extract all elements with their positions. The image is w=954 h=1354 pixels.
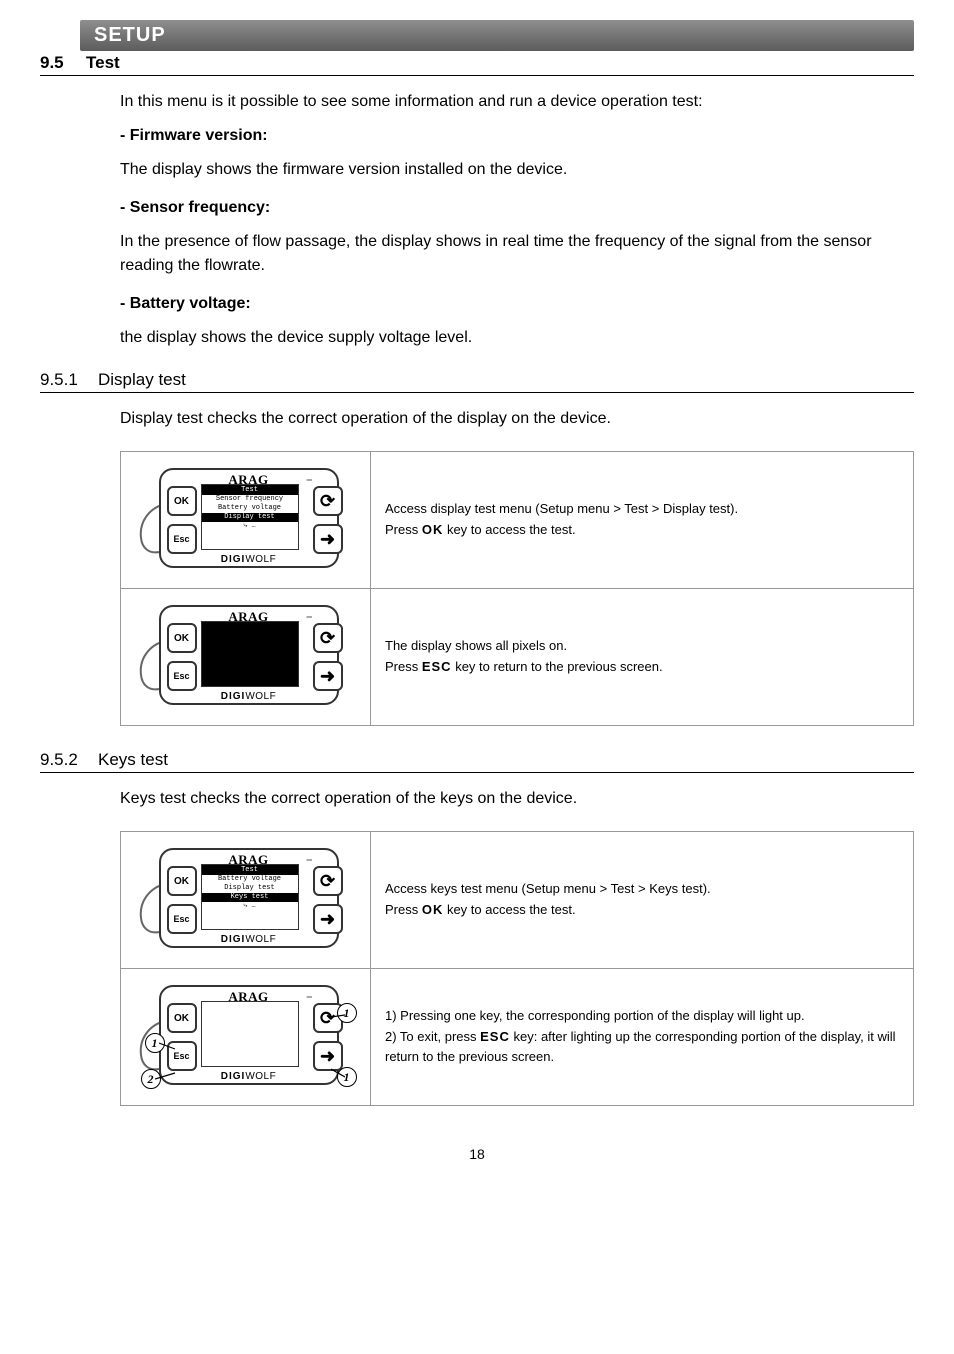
device-illustration: ⎯ ARAG ⎯ DIGIWOLF OK Esc ⟳ ➜ Test Sensor… <box>141 460 351 580</box>
firmware-text: The display shows the firmware version i… <box>120 158 914 182</box>
ok-key-label: OK <box>422 522 444 537</box>
callout-line-icon <box>159 1037 177 1051</box>
description-cell: The display shows all pixels on. Press E… <box>371 589 914 726</box>
screen-row: Sensor frequency <box>202 495 298 504</box>
ok-button: OK <box>167 866 197 896</box>
section-title: Keys test <box>98 750 168 770</box>
refresh-button: ⟳ <box>313 623 343 653</box>
esc-button: Esc <box>167 661 197 691</box>
desc-line: Press OK key to access the test. <box>385 520 899 541</box>
arrow-button: ➜ <box>313 524 343 554</box>
intro-text: Display test checks the correct operatio… <box>120 407 914 431</box>
section-number: 9.5.1 <box>40 370 98 390</box>
section-9-5-1-intro: Display test checks the correct operatio… <box>120 407 914 431</box>
sensor-heading: - Sensor frequency: <box>120 196 914 220</box>
section-number: 9.5 <box>40 53 86 73</box>
screen-row-highlighted: Display test <box>202 513 298 522</box>
device-cell: ⎯ ARAG ⎯ DIGIWOLF OK Esc ⟳ ➜ <box>121 589 371 726</box>
section-9-5-1-header: 9.5.1 Display test <box>40 370 914 393</box>
screen-row: Display test <box>202 884 298 893</box>
device-illustration: ⎯ ARAG ⎯ DIGIWOLF OK Esc ⟳ ➜ 1 2 1 1 <box>141 977 351 1097</box>
device-screen-black <box>201 621 299 687</box>
winglet-icon: ⎯ <box>307 474 313 487</box>
table-row: ⎯ ARAG ⎯ DIGIWOLF OK Esc ⟳ ➜ The display… <box>121 589 914 726</box>
esc-button: Esc <box>167 904 197 934</box>
device-illustration: ⎯ ARAG ⎯ DIGIWOLF OK Esc ⟳ ➜ <box>141 597 351 717</box>
keys-test-table: ⎯ ARAG ⎯ DIGIWOLF OK Esc ⟳ ➜ Test Batter… <box>120 831 914 1106</box>
esc-key-label: ESC <box>422 659 452 674</box>
callout-line-icon <box>155 1071 177 1081</box>
ok-key-label: OK <box>422 902 444 917</box>
description-cell: 1) Pressing one key, the corresponding p… <box>371 969 914 1106</box>
callout-line-icon <box>331 1067 345 1079</box>
battery-text: the display shows the device supply volt… <box>120 326 914 350</box>
arrow-button: ➜ <box>313 904 343 934</box>
section-9-5-2-header: 9.5.2 Keys test <box>40 750 914 773</box>
screen-title: Test <box>202 485 298 495</box>
brand-label: DIGIWOLF <box>217 554 280 565</box>
device-cell: ⎯ ARAG ⎯ DIGIWOLF OK Esc ⟳ ➜ Test Batter… <box>121 832 371 969</box>
screen-row: ⤷ … <box>202 902 298 911</box>
brand-label: DIGIWOLF <box>217 1071 280 1082</box>
display-test-table: ⎯ ARAG ⎯ DIGIWOLF OK Esc ⟳ ➜ Test Sensor… <box>120 451 914 726</box>
brand-label: DIGIWOLF <box>217 934 280 945</box>
refresh-button: ⟳ <box>313 866 343 896</box>
sensor-text: In the presence of flow passage, the dis… <box>120 230 914 278</box>
screen-row: Battery voltage <box>202 504 298 513</box>
page-number: 18 <box>40 1146 914 1162</box>
screen-row: ⤷ … <box>202 522 298 531</box>
device-screen: Test Sensor frequency Battery voltage Di… <box>201 484 299 550</box>
brand-label: DIGIWOLF <box>217 691 280 702</box>
desc-line: Access display test menu (Setup menu > T… <box>385 499 899 520</box>
winglet-icon: ⎯ <box>307 991 313 1004</box>
setup-label: SETUP <box>94 24 166 46</box>
screen-row: Battery voltage <box>202 875 298 884</box>
callout-line-icon <box>331 1013 345 1021</box>
device-screen <box>201 1001 299 1067</box>
esc-key-label: ESC <box>480 1029 510 1044</box>
section-title: Display test <box>98 370 186 390</box>
device-cell: ⎯ ARAG ⎯ DIGIWOLF OK Esc ⟳ ➜ 1 2 1 1 <box>121 969 371 1106</box>
section-9-5-header: 9.5 Test <box>40 53 914 76</box>
ok-button: OK <box>167 486 197 516</box>
device-cell: ⎯ ARAG ⎯ DIGIWOLF OK Esc ⟳ ➜ Test Sensor… <box>121 452 371 589</box>
desc-line: Press ESC key to return to the previous … <box>385 657 899 678</box>
battery-heading: - Battery voltage: <box>120 292 914 316</box>
winglet-icon: ⎯ <box>307 854 313 867</box>
device-illustration: ⎯ ARAG ⎯ DIGIWOLF OK Esc ⟳ ➜ Test Batter… <box>141 840 351 960</box>
description-cell: Access display test menu (Setup menu > T… <box>371 452 914 589</box>
desc-line: 1) Pressing one key, the corresponding p… <box>385 1006 899 1027</box>
device-screen: Test Battery voltage Display test Keys t… <box>201 864 299 930</box>
intro-text: Keys test checks the correct operation o… <box>120 787 914 811</box>
section-number: 9.5.2 <box>40 750 98 770</box>
refresh-button: ⟳ <box>313 486 343 516</box>
section-title: Test <box>86 53 120 73</box>
intro-text: In this menu is it possible to see some … <box>120 90 914 114</box>
setup-header-bar: SETUP <box>80 20 914 51</box>
ok-button: OK <box>167 1003 197 1033</box>
table-row: ⎯ ARAG ⎯ DIGIWOLF OK Esc ⟳ ➜ Test Sensor… <box>121 452 914 589</box>
winglet-icon: ⎯ <box>307 611 313 624</box>
screen-row-highlighted: Keys test <box>202 893 298 902</box>
desc-line: 2) To exit, press ESC key: after lightin… <box>385 1027 899 1069</box>
ok-button: OK <box>167 623 197 653</box>
arrow-button: ➜ <box>313 661 343 691</box>
table-row: ⎯ ARAG ⎯ DIGIWOLF OK Esc ⟳ ➜ Test Batter… <box>121 832 914 969</box>
description-cell: Access keys test menu (Setup menu > Test… <box>371 832 914 969</box>
section-9-5-2-intro: Keys test checks the correct operation o… <box>120 787 914 811</box>
section-9-5-content: In this menu is it possible to see some … <box>120 90 914 350</box>
firmware-heading: - Firmware version: <box>120 124 914 148</box>
esc-button: Esc <box>167 524 197 554</box>
screen-title: Test <box>202 865 298 875</box>
desc-line: Press OK key to access the test. <box>385 900 899 921</box>
desc-line: The display shows all pixels on. <box>385 636 899 657</box>
table-row: ⎯ ARAG ⎯ DIGIWOLF OK Esc ⟳ ➜ 1 2 1 1 <box>121 969 914 1106</box>
desc-line: Access keys test menu (Setup menu > Test… <box>385 879 899 900</box>
